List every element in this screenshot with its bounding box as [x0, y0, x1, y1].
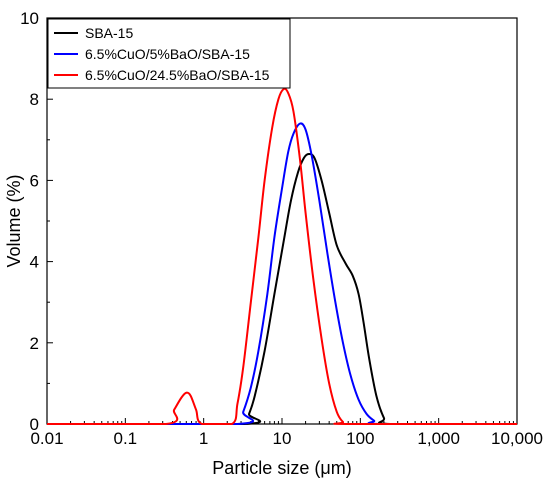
y-tick-label: 6 [30, 171, 39, 190]
legend: SBA-15 6.5%CuO/5%BaO/SBA-15 6.5%CuO/24.5%B… [47, 18, 291, 89]
series-cuo-5bao-line [47, 122, 517, 426]
x-tick-label: 1 [199, 429, 208, 448]
y-tick-label: 10 [20, 9, 39, 28]
y-tick-label: 8 [30, 90, 39, 109]
series-cuo-24bao-line [47, 87, 517, 426]
y-axis-title: Volume (%) [4, 174, 24, 267]
y-tick-label: 2 [30, 334, 39, 353]
legend-box [47, 18, 291, 89]
x-tick-label: 10 [273, 429, 292, 448]
legend-label: SBA-15 [85, 25, 133, 41]
x-tick-label: 0.1 [114, 429, 138, 448]
x-tick-label: 1,000 [417, 429, 460, 448]
series-sba15-line [47, 153, 517, 426]
x-tick-label: 0.01 [30, 429, 63, 448]
y-tick-label: 4 [30, 253, 39, 272]
x-tick-label: 10,000 [491, 429, 543, 448]
series-lines [47, 87, 517, 426]
legend-label: 6.5%CuO/5%BaO/SBA-15 [85, 46, 250, 62]
y-tick-label: 0 [30, 415, 39, 434]
legend-label: 6.5%CuO/24.5%BaO/SBA-15 [85, 67, 270, 83]
x-tick-label: 100 [346, 429, 374, 448]
x-axis-title: Particle size (μm) [212, 458, 351, 478]
